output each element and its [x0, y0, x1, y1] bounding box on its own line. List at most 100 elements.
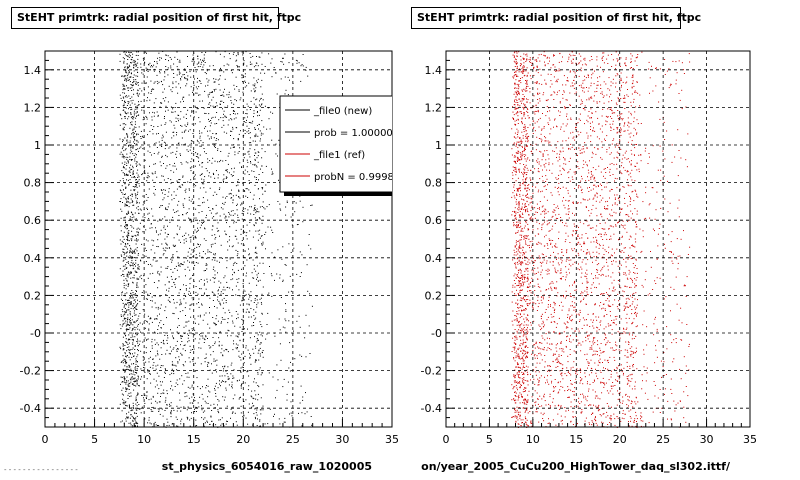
data-point — [531, 64, 532, 66]
data-point — [195, 419, 197, 421]
data-point — [135, 265, 136, 267]
data-point — [174, 127, 176, 129]
data-point — [143, 275, 145, 277]
data-point — [168, 234, 169, 235]
data-point — [176, 74, 178, 76]
data-point — [143, 226, 145, 228]
data-point — [183, 365, 185, 367]
data-point — [158, 52, 160, 54]
data-point — [249, 206, 251, 208]
data-point — [541, 335, 543, 337]
data-point — [169, 300, 171, 302]
data-point — [214, 341, 216, 343]
data-point — [175, 265, 177, 267]
data-point — [174, 268, 176, 269]
data-point — [636, 251, 638, 253]
data-point — [124, 163, 126, 165]
data-point — [201, 304, 203, 306]
data-point — [259, 298, 261, 300]
data-point — [515, 113, 517, 115]
data-point — [160, 271, 162, 273]
data-point — [127, 344, 129, 345]
data-point — [259, 140, 261, 142]
data-point — [152, 88, 153, 90]
data-point — [624, 197, 625, 199]
data-point — [255, 230, 257, 232]
data-point — [214, 106, 216, 108]
data-point — [525, 179, 527, 181]
data-point — [136, 139, 138, 141]
data-point — [254, 207, 256, 208]
data-point — [565, 99, 567, 101]
data-point — [194, 123, 196, 125]
data-point — [519, 417, 521, 419]
data-point — [229, 114, 231, 116]
data-point — [134, 322, 136, 324]
data-point — [137, 82, 139, 83]
data-point — [598, 138, 600, 140]
data-point — [131, 169, 133, 170]
data-point — [152, 358, 153, 360]
data-point — [129, 104, 131, 106]
data-point — [178, 179, 180, 180]
data-point — [184, 70, 186, 71]
data-point — [144, 62, 146, 64]
data-point — [149, 146, 151, 148]
data-point — [136, 309, 138, 310]
data-point — [579, 149, 581, 151]
data-point — [522, 297, 524, 299]
data-point — [191, 166, 193, 168]
data-point — [599, 355, 601, 357]
data-point — [233, 171, 235, 173]
data-point — [200, 63, 202, 65]
data-point — [548, 164, 550, 166]
data-point — [138, 176, 140, 178]
data-point — [592, 153, 594, 155]
data-point — [122, 369, 124, 371]
data-point — [197, 108, 199, 110]
data-point — [130, 58, 132, 60]
data-point — [125, 328, 127, 330]
data-point — [631, 278, 633, 280]
data-point — [133, 112, 135, 114]
data-point — [134, 321, 136, 323]
data-point — [166, 390, 168, 392]
data-point — [238, 289, 240, 291]
data-point — [125, 388, 127, 390]
data-point — [190, 304, 192, 306]
data-point — [256, 304, 258, 306]
data-point — [246, 303, 248, 305]
data-point — [190, 200, 192, 202]
data-point — [199, 334, 200, 336]
data-point — [237, 139, 239, 141]
data-point — [199, 244, 201, 246]
data-point — [572, 54, 574, 56]
data-point — [541, 141, 542, 143]
data-point — [170, 65, 172, 67]
data-point — [173, 124, 175, 126]
data-point — [523, 283, 524, 285]
data-point — [177, 114, 179, 116]
data-point — [572, 201, 574, 203]
data-point — [265, 231, 267, 233]
data-point — [527, 399, 529, 401]
data-point — [185, 213, 187, 215]
data-point — [600, 84, 602, 86]
data-point — [126, 273, 128, 275]
data-point — [169, 221, 171, 223]
data-point — [655, 85, 657, 87]
data-point — [173, 131, 175, 133]
data-point — [263, 273, 265, 274]
data-point — [254, 155, 255, 156]
data-point — [246, 259, 248, 261]
data-point — [237, 179, 239, 181]
data-point — [194, 178, 196, 180]
data-point — [299, 251, 301, 253]
data-point — [141, 82, 143, 84]
data-point — [592, 313, 594, 315]
data-point — [214, 145, 215, 147]
data-point — [519, 145, 521, 147]
data-point — [132, 146, 134, 148]
data-point — [624, 169, 626, 171]
data-point — [517, 250, 519, 252]
